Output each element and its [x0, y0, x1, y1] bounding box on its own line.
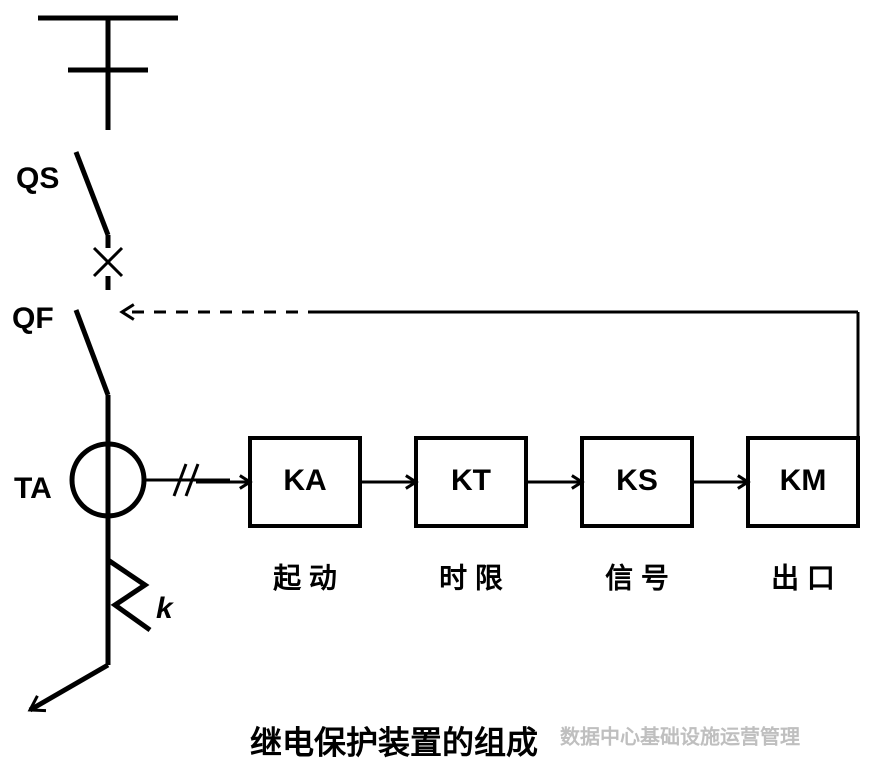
watermark: 数据中心基础设施运营管理 [560, 724, 800, 748]
fault-bolt-icon [108, 560, 150, 630]
relay-label-KT: KT [451, 464, 491, 497]
ta-label: TA [14, 472, 52, 505]
relay-label-KS: KS [616, 464, 658, 497]
relay-sub-KS: 信 号 [605, 562, 669, 593]
relay-sub-KA: 起 动 [273, 562, 337, 593]
relay-sub-KT: 时 限 [439, 562, 503, 593]
relay-label-KM: KM [780, 464, 827, 497]
relay-label-KA: KA [283, 464, 326, 497]
relay-sub-KM: 出 口 [771, 562, 835, 593]
diagram-title: 继电保护装置的组成 [250, 724, 538, 760]
qf-label: QF [12, 302, 54, 335]
fault-k-label: k [156, 592, 174, 625]
qs-label: QS [16, 162, 59, 195]
